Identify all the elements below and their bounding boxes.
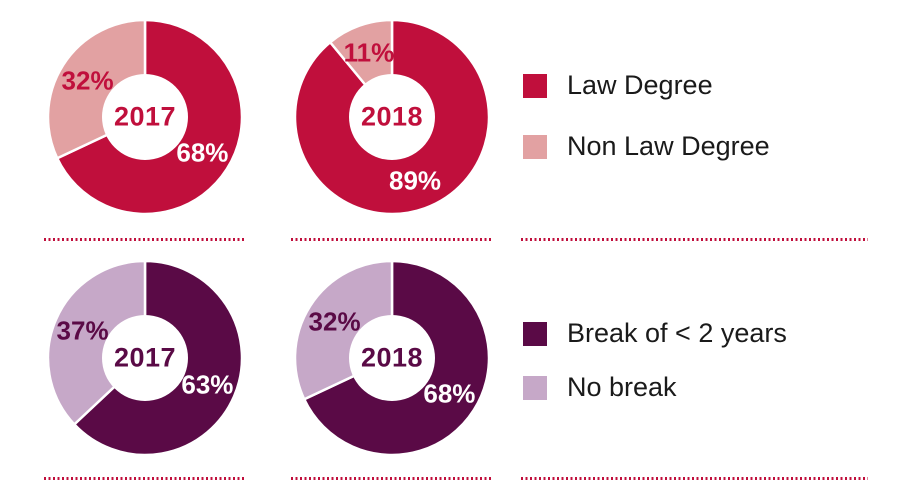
legend-label: No break: [567, 372, 677, 402]
dotted-separator: [44, 477, 245, 480]
donut-chart-2018-break: 68% 32% 2018: [292, 258, 492, 458]
legend-label: Non Law Degree: [567, 131, 770, 161]
legend-label: Break of < 2 years: [567, 318, 787, 348]
donut-chart-2017-degree: 68% 32% 2017: [45, 17, 245, 217]
donut-center-year: 2018: [360, 342, 424, 373]
donut-center-year: 2018: [360, 101, 424, 132]
break-lt-2-years-swatch: [523, 321, 547, 346]
donut-chart-svg: [293, 259, 491, 457]
donut-chart-2017-break: 63% 37% 2017: [45, 258, 245, 458]
slice-percent-label: 68%: [176, 137, 229, 168]
donut-chart-svg: [46, 259, 244, 457]
dotted-separator: [291, 238, 491, 241]
slice-percent-label: 11%: [343, 37, 395, 68]
donut-chart-svg: [293, 18, 491, 216]
donut-chart-2018-degree: 89% 11% 2018: [292, 17, 492, 217]
legend-item-law-degree: Law Degree: [523, 70, 770, 101]
dotted-separator: [521, 477, 868, 480]
pie-slice: [46, 259, 147, 426]
dotted-separator: [44, 238, 245, 241]
dotted-separator: [291, 477, 491, 480]
donut-center-year: 2017: [113, 101, 177, 132]
slice-percent-label: 89%: [389, 165, 442, 196]
donut-hole: [102, 74, 188, 160]
donut-hole: [102, 315, 188, 401]
legend-degree: Law Degree Non Law Degree: [523, 70, 770, 162]
legend-break: Break of < 2 years No break: [523, 318, 787, 403]
non-law-degree-swatch: [523, 134, 547, 159]
slice-percent-label: 68%: [423, 378, 476, 409]
slice-percent-label: 63%: [181, 369, 234, 400]
dotted-separator: [521, 238, 868, 241]
legend-label: Law Degree: [567, 70, 713, 100]
donut-center-year: 2017: [113, 342, 177, 373]
donut-chart-svg: [46, 18, 244, 216]
donut-hole: [349, 74, 435, 160]
legend-item-break-lt-2-years: Break of < 2 years: [523, 318, 787, 349]
legend-item-no-break: No break: [523, 372, 787, 403]
law-degree-swatch: [523, 73, 547, 98]
legend-item-non-law-degree: Non Law Degree: [523, 131, 770, 162]
no-break-swatch: [523, 375, 547, 400]
slice-percent-label: 32%: [308, 306, 361, 337]
slice-percent-label: 37%: [56, 315, 109, 346]
slice-percent-label: 32%: [61, 65, 114, 96]
donut-hole: [349, 315, 435, 401]
